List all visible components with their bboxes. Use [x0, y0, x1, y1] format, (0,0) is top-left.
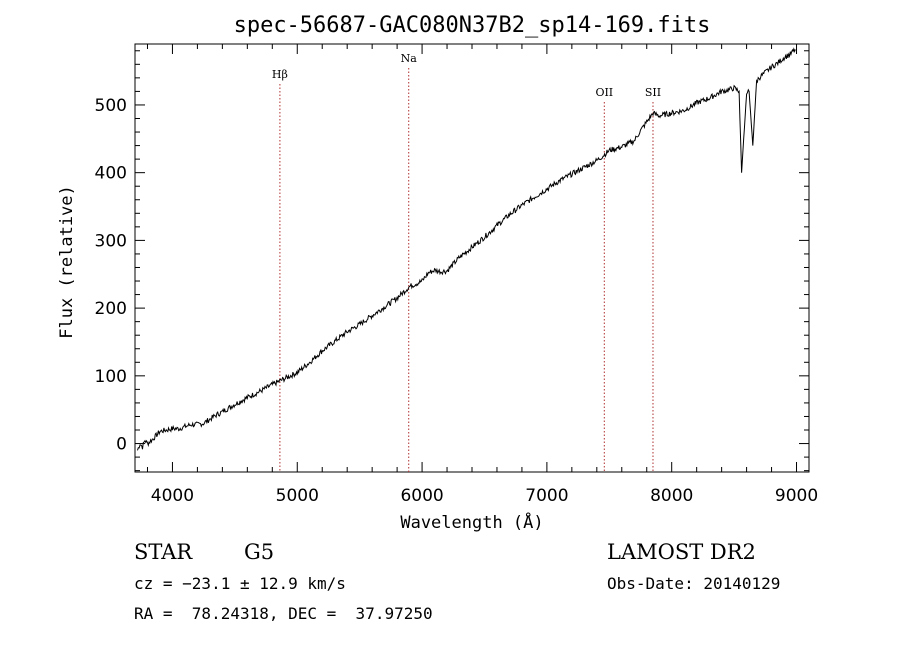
- spectral-line-label: Na: [401, 52, 418, 65]
- chart-title: spec-56687-GAC080N37B2_sp14-169.fits: [234, 13, 711, 38]
- y-axis: 0 100 200 300 400 500: [95, 50, 809, 472]
- observation-date: Obs-Date: 20140129: [607, 574, 781, 593]
- x-tick-label: 9000: [775, 486, 818, 506]
- plot-frame: [134, 43, 810, 473]
- y-tick-label: 200: [95, 299, 127, 319]
- spectral-line-label: Hβ: [272, 68, 288, 81]
- y-tick-label: 0: [116, 435, 127, 455]
- y-tick-label: 300: [95, 231, 127, 251]
- coordinates: RA = 78.24318, DEC = 37.97250: [134, 604, 433, 623]
- x-tick-label: 5000: [276, 486, 319, 506]
- x-axis: 4000 5000 6000 7000 8000 9000: [146, 44, 818, 506]
- spectral-line-markers: Hβ Na OII SII: [272, 52, 661, 472]
- x-tick-label: 7000: [525, 486, 568, 506]
- y-tick-label: 500: [95, 96, 127, 116]
- y-tick-label: 400: [95, 164, 127, 184]
- spectral-line-label: OII: [595, 86, 613, 99]
- x-tick-label: 6000: [400, 486, 443, 506]
- survey-name: LAMOST DR2: [607, 540, 756, 564]
- redshift-velocity: cz = −23.1 ± 12.9 km/s: [134, 574, 346, 593]
- y-axis-label: Flux (relative): [57, 185, 77, 339]
- y-tick-label: 100: [95, 367, 127, 387]
- object-subclass: G5: [244, 540, 275, 564]
- spectral-line-label: SII: [645, 86, 661, 99]
- spectrum-chart: spec-56687-GAC080N37B2_sp14-169.fits 0 10…: [57, 13, 818, 533]
- spectrum-line: [137, 47, 796, 451]
- x-tick-label: 4000: [151, 486, 194, 506]
- object-class: STAR: [134, 540, 193, 564]
- x-tick-label: 8000: [650, 486, 693, 506]
- x-axis-label: Wavelength (Å): [400, 511, 543, 533]
